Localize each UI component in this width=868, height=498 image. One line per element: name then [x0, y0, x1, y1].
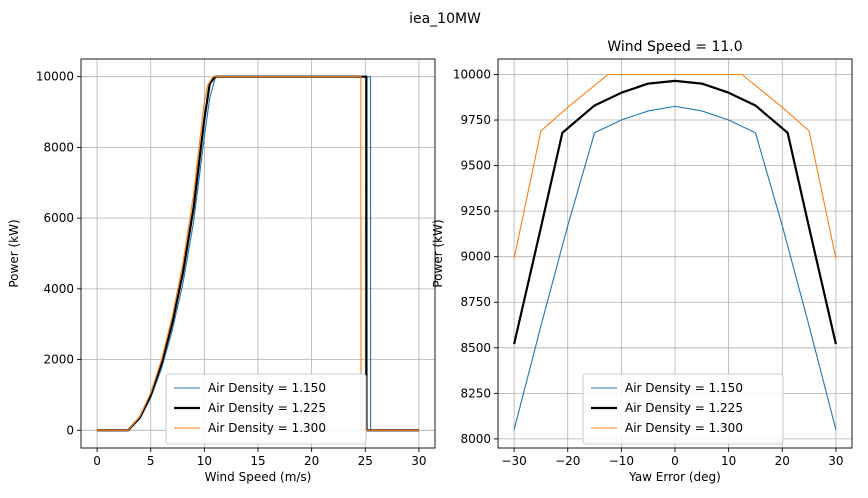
y-tick-label: 8000 [460, 432, 491, 446]
legend-entry: Air Density = 1.150 [625, 381, 743, 395]
x-axis-label: Yaw Error (deg) [628, 470, 721, 484]
series-group [97, 75, 419, 432]
series-group [513, 73, 837, 430]
legend: Air Density = 1.150 Air Density = 1.225 Ai… [165, 373, 367, 445]
x-tick-label: 30 [411, 454, 426, 468]
series-line-3 [97, 76, 419, 431]
y-tick-label: 10000 [36, 70, 74, 84]
x-tick-label: 30 [828, 454, 843, 468]
series-line-3 [513, 73, 837, 259]
x-tick-label: 25 [358, 454, 373, 468]
y-tick-label: 6000 [43, 211, 74, 225]
legend-entry: Air Density = 1.225 [625, 401, 743, 415]
y-tick-label: 4000 [43, 282, 74, 296]
x-tick-label: 20 [304, 454, 319, 468]
right-plot: −30 −20 −10 0 10 20 30 8000 8250 8500 8750 9000 9250… [431, 39, 853, 484]
legend-entry: Air Density = 1.300 [625, 421, 743, 435]
left-plot: 0 5 10 15 20 25 30 0 2000 4000 6000 8000 10000 Wind S… [7, 58, 436, 484]
legend-entry: Air Density = 1.150 [208, 381, 326, 395]
x-tick-label: 10 [197, 454, 212, 468]
x-tick-label: 0 [93, 454, 101, 468]
series-line-1 [513, 105, 837, 430]
y-tick-label: 8500 [460, 341, 491, 355]
legend-entry: Air Density = 1.225 [208, 401, 326, 415]
x-tick-label: 15 [250, 454, 265, 468]
y-tick-label: 2000 [43, 353, 74, 367]
legend-box [165, 373, 367, 445]
x-tick-label: 20 [775, 454, 790, 468]
x-tick-label: −20 [555, 454, 580, 468]
y-tick-label: 10000 [453, 67, 491, 81]
y-tick-label: 9500 [460, 159, 491, 173]
figure-suptitle: iea_10MW [409, 11, 481, 27]
series-line-2 [513, 79, 837, 345]
y-axis-label: Power (kW) [431, 219, 445, 287]
y-tick-label: 9000 [460, 250, 491, 264]
y-tick-label: 9250 [460, 204, 491, 218]
y-tick-label: 8250 [460, 386, 491, 400]
y-tick-label: 9750 [460, 113, 491, 127]
y-tick-label: 8750 [460, 295, 491, 309]
legend: Air Density = 1.150 Air Density = 1.225 Ai… [582, 373, 784, 445]
x-tick-label: −10 [609, 454, 634, 468]
y-tick-label: 0 [66, 423, 74, 437]
y-tick-label: 8000 [43, 140, 74, 154]
x-tick-label: 5 [147, 454, 155, 468]
x-tick-label: 10 [721, 454, 736, 468]
y-axis-label: Power (kW) [7, 219, 21, 287]
x-axis-label: Wind Speed (m/s) [205, 470, 312, 484]
axes-title: Wind Speed = 11.0 [607, 39, 742, 55]
legend-entry: Air Density = 1.300 [208, 421, 326, 435]
legend-box [582, 373, 784, 445]
x-tick-label: −30 [501, 454, 526, 468]
x-tick-label: 0 [671, 454, 679, 468]
